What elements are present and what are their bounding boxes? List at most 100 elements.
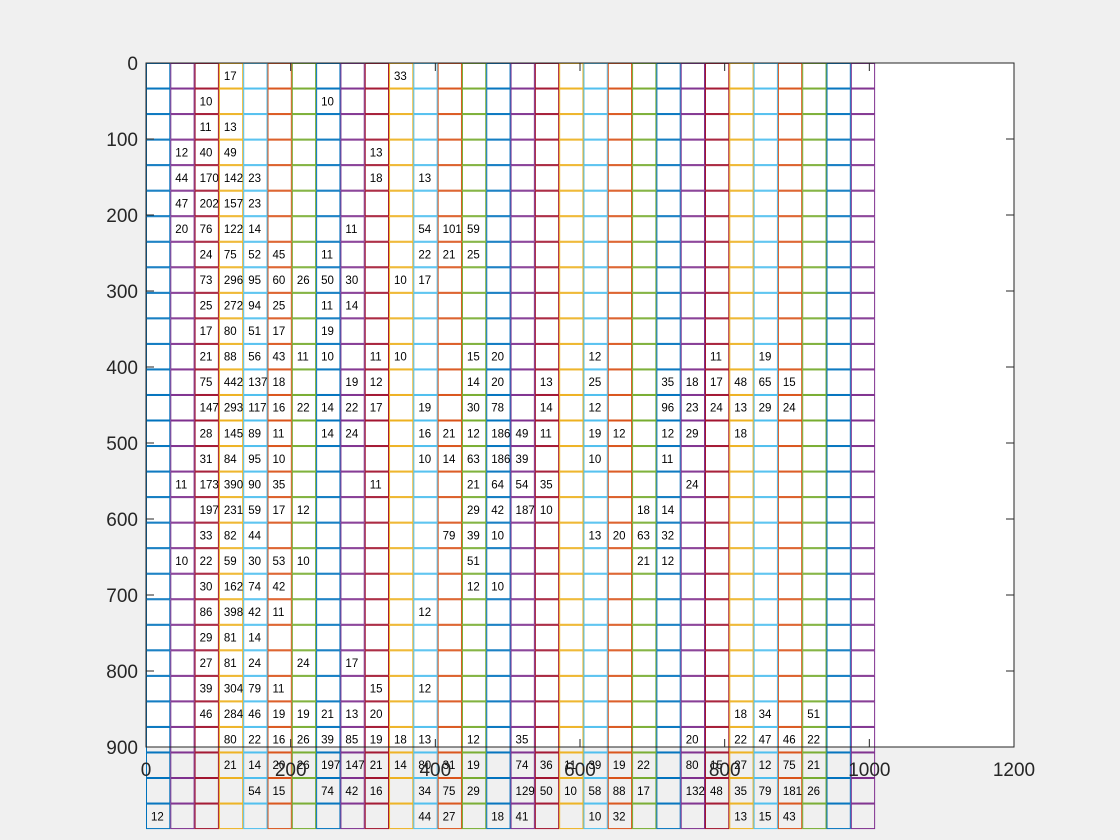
- grid-cell: [704, 522, 730, 549]
- grid-cell: [461, 267, 487, 293]
- grid-cell: [170, 267, 195, 293]
- cell-count-label: 35: [273, 479, 286, 491]
- cell-count-label: 75: [224, 250, 237, 262]
- grid-cell: [802, 241, 827, 268]
- cell-count-label: 46: [200, 709, 213, 721]
- grid-cell: [316, 139, 341, 166]
- grid-cell: [704, 241, 730, 268]
- grid-cell: [656, 318, 681, 344]
- cell-count-label: 10: [491, 530, 504, 542]
- grid-cell: [607, 292, 633, 319]
- grid-cell: [656, 752, 681, 779]
- grid-cell: [753, 471, 778, 498]
- grid-cell: [534, 522, 560, 549]
- grid-cell: [632, 114, 657, 140]
- grid-cell: [461, 114, 487, 140]
- cell-count-label: 26: [297, 735, 310, 747]
- cell-count-label: 442: [224, 377, 243, 389]
- grid-cell: [680, 726, 705, 753]
- cell-count-label: 30: [345, 275, 358, 287]
- cell-count-label: 10: [200, 96, 213, 108]
- cell-count-label: 74: [248, 581, 261, 593]
- grid-cell: [316, 726, 341, 753]
- grid-cell: [826, 114, 851, 140]
- grid-cell: [559, 624, 584, 651]
- grid-cell: [170, 778, 195, 804]
- grid-cell: [802, 701, 827, 727]
- grid-cell: [243, 752, 268, 779]
- grid-cell: [316, 650, 341, 676]
- grid-cell: [753, 190, 778, 217]
- grid-cell: [704, 216, 730, 242]
- x-axis: 0 200 400 600 800 1000 1200: [141, 63, 1035, 781]
- grid-cell: [583, 318, 608, 344]
- cell-count-label: 21: [224, 760, 237, 772]
- grid-cell: [559, 190, 584, 217]
- cell-count-label: 10: [564, 786, 577, 798]
- grid-cell: [194, 497, 219, 523]
- grid-cell: [413, 726, 438, 753]
- grid-cell: [583, 548, 608, 574]
- cell-count-label: 27: [443, 811, 456, 823]
- grid-cell: [316, 216, 341, 242]
- grid-cell: [632, 599, 657, 625]
- cell-count-label: 54: [516, 479, 529, 491]
- grid-cell: [316, 599, 341, 625]
- grid-cell: [194, 624, 219, 651]
- cell-count-label: 39: [467, 530, 480, 542]
- cell-count-label: 14: [540, 403, 553, 415]
- grid-cell: [267, 114, 292, 140]
- grid-cell: [632, 573, 657, 600]
- grid-cell: [753, 675, 778, 702]
- grid-cell: [267, 241, 292, 268]
- grid-cell: [850, 394, 876, 421]
- grid-cell: [316, 522, 341, 549]
- cell-count-label: 11: [321, 301, 333, 313]
- grid-cell: [753, 165, 778, 191]
- cell-count-label: 16: [370, 786, 383, 798]
- grid-cell: [243, 369, 268, 395]
- grid-cell: [632, 752, 657, 779]
- cell-count-label: 80: [224, 735, 237, 747]
- cell-count-label: 15: [759, 811, 772, 823]
- cell-count-label: 101: [443, 224, 462, 236]
- grid-cell: [461, 701, 487, 727]
- grid-cell: [559, 573, 584, 600]
- grid-cell: [218, 369, 244, 395]
- grid-cell: [656, 343, 681, 370]
- cell-count-label: 17: [224, 71, 237, 83]
- grid-cell: [802, 114, 827, 140]
- grid-cell: [389, 446, 414, 472]
- grid-cell: [607, 650, 633, 676]
- grid-cell: [194, 88, 219, 115]
- grid-cell: [486, 241, 511, 268]
- grid-cell: [170, 471, 195, 498]
- grid-cell: [194, 803, 219, 830]
- grid-cell: [218, 292, 244, 319]
- grid-cell: [218, 318, 244, 344]
- grid-cell: [340, 343, 365, 370]
- cell-count-label: 49: [516, 428, 529, 440]
- grid-cell: [583, 471, 608, 498]
- grid-cell: [243, 778, 268, 804]
- grid-cell: [413, 803, 438, 830]
- grid-cell: [389, 292, 414, 319]
- grid-cell: [316, 420, 341, 447]
- grid-cell: [753, 497, 778, 523]
- grid-cell: [656, 139, 681, 166]
- grid-cell: [704, 394, 730, 421]
- grid-cell: [170, 522, 195, 549]
- grid-cell: [850, 216, 876, 242]
- cell-count-label: 11: [200, 122, 212, 134]
- grid-cell: [437, 241, 462, 268]
- grid-cell: [218, 701, 244, 727]
- cell-count-label: 10: [540, 505, 553, 517]
- grid-cell: [218, 522, 244, 549]
- cell-count-label: 59: [248, 505, 261, 517]
- grid-cell: [850, 114, 876, 140]
- grid-cell: [753, 369, 778, 395]
- grid-cell: [510, 318, 535, 344]
- grid-cell: [753, 318, 778, 344]
- grid-cell: [461, 241, 487, 268]
- grid-cell: [389, 778, 414, 804]
